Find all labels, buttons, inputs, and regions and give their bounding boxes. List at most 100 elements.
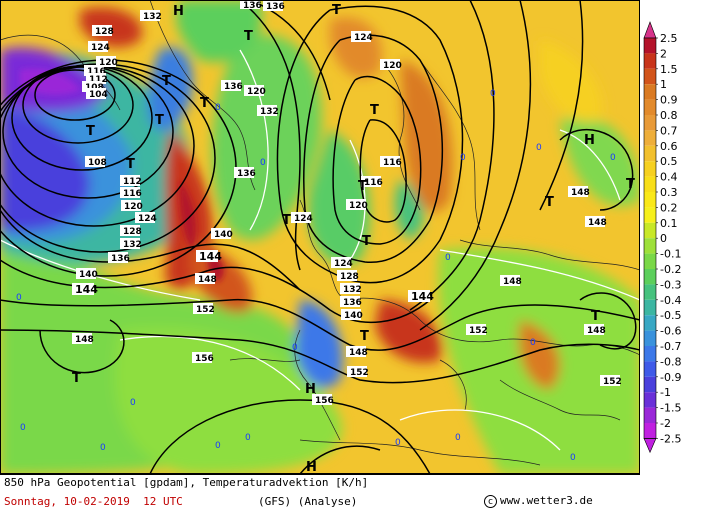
legend-label: 0.2 bbox=[660, 201, 678, 214]
contour-label: 124 bbox=[138, 214, 157, 224]
svg-text:0: 0 bbox=[16, 293, 22, 303]
low-center-marker: T bbox=[626, 177, 635, 192]
contour-label: 148 bbox=[571, 188, 590, 198]
copyright-icon: c bbox=[484, 494, 497, 508]
contour-labels: 132 128 124 120 116 112 108 104 108 112 … bbox=[72, 0, 622, 406]
legend-label: 0 bbox=[660, 232, 667, 245]
low-center-marker: T bbox=[332, 3, 341, 18]
contour-label: 152 bbox=[350, 368, 369, 378]
map-datetime: Sonntag, 10-02-2019 12 UTC bbox=[4, 495, 183, 508]
legend-swatch bbox=[644, 238, 656, 254]
contour-label: 136 bbox=[237, 169, 256, 179]
legend-swatch bbox=[644, 145, 656, 162]
contour-label: 112 bbox=[89, 75, 108, 85]
low-center-marker: T bbox=[545, 195, 554, 210]
weather-map: 132 128 124 120 116 112 108 104 108 112 … bbox=[0, 0, 640, 474]
contour-label: 148 bbox=[503, 277, 522, 287]
contour-label: 148 bbox=[588, 218, 607, 228]
contour-label: 120 bbox=[349, 201, 368, 211]
legend-label: 0.3 bbox=[660, 186, 678, 199]
legend-label: 1 bbox=[660, 78, 667, 91]
low-center-marker: T bbox=[282, 213, 291, 228]
contour-label: 144 bbox=[199, 250, 222, 263]
legend-swatch bbox=[644, 53, 656, 69]
legend-label: -0.1 bbox=[660, 248, 681, 261]
legend-label: -0.2 bbox=[660, 263, 681, 276]
legend-swatch bbox=[644, 130, 656, 146]
contour-label: 144 bbox=[411, 290, 434, 303]
contour-label: 112 bbox=[123, 177, 142, 187]
contour-label: 116 bbox=[364, 178, 383, 188]
legend-label: -0.7 bbox=[660, 340, 681, 353]
legend-label: -1.5 bbox=[660, 402, 681, 415]
contour-label: 152 bbox=[603, 377, 622, 387]
zero-value-labels: 0 0 0 0 0 0 0 0 0 0 0 0 0 0 0 0 0 0 bbox=[16, 89, 616, 463]
contour-label: 140 bbox=[214, 230, 233, 240]
svg-text:0: 0 bbox=[100, 443, 106, 453]
legend-label: 0.5 bbox=[660, 155, 678, 168]
svg-text:0: 0 bbox=[530, 338, 536, 348]
legend-label: -2 bbox=[660, 417, 671, 430]
low-center-marker: T bbox=[162, 74, 171, 89]
contour-label: 132 bbox=[123, 240, 142, 250]
legend-swatch bbox=[644, 361, 656, 377]
legend-swatch bbox=[644, 407, 656, 423]
copyright-text: www.wetter3.de bbox=[500, 494, 593, 507]
contour-label: 120 bbox=[124, 202, 143, 212]
high-center-marker: H bbox=[584, 133, 595, 148]
legend-label: -0.9 bbox=[660, 371, 681, 384]
svg-text:0: 0 bbox=[260, 158, 266, 168]
legend-label: 0.8 bbox=[660, 109, 678, 122]
contour-label: 156 bbox=[315, 396, 334, 406]
legend-label: 2 bbox=[660, 47, 667, 60]
low-center-marker: T bbox=[155, 113, 164, 128]
contour-label: 128 bbox=[340, 272, 359, 282]
contour-label: 124 bbox=[334, 259, 353, 269]
legend-label: -0.6 bbox=[660, 325, 681, 338]
legend-swatch bbox=[644, 299, 656, 316]
legend-swatch bbox=[644, 68, 656, 85]
legend-label: -0.4 bbox=[660, 294, 681, 307]
low-center-marker: T bbox=[126, 157, 135, 172]
contour-label: 116 bbox=[87, 67, 106, 77]
contour-label: 120 bbox=[247, 87, 266, 97]
legend-arrow-top bbox=[643, 21, 657, 39]
legend-swatch bbox=[644, 253, 656, 269]
svg-text:0: 0 bbox=[490, 89, 496, 99]
svg-text:0: 0 bbox=[460, 153, 466, 163]
svg-text:0: 0 bbox=[455, 433, 461, 443]
legend-label: 0.4 bbox=[660, 171, 678, 184]
legend-label: -0.3 bbox=[660, 278, 681, 291]
legend-label: -0.5 bbox=[660, 309, 681, 322]
legend-swatch bbox=[644, 330, 656, 346]
contour-label: 152 bbox=[196, 305, 215, 315]
low-center-marker: T bbox=[362, 234, 371, 249]
legend-swatch bbox=[644, 284, 656, 300]
legend-label: 2.5 bbox=[660, 32, 678, 45]
contour-label: 132 bbox=[143, 12, 162, 22]
contour-label: 152 bbox=[469, 326, 488, 336]
svg-text:0: 0 bbox=[292, 343, 298, 353]
legend-swatch bbox=[644, 207, 656, 223]
pressure-centers: T T T T T T T T T T T T T T T T H H H H … bbox=[72, 3, 635, 474]
svg-text:0: 0 bbox=[570, 453, 576, 463]
color-legend: 2.5 2 1.5 1 0.9 0.8 0.7 0.6 0.5 0.4 0.3 0.2 0.1 0 -0.1… bbox=[643, 21, 681, 454]
legend-swatch bbox=[644, 423, 656, 439]
low-center-marker: T bbox=[358, 179, 367, 194]
legend-label: 0.7 bbox=[660, 124, 678, 137]
contour-label: 116 bbox=[123, 189, 142, 199]
contour-label: 120 bbox=[383, 61, 402, 71]
contour-label: 140 bbox=[344, 311, 363, 321]
contour-label: 136 bbox=[243, 1, 262, 11]
svg-text:0: 0 bbox=[215, 103, 221, 113]
map-title: 850 hPa Geopotential [gpdam], Temperatur… bbox=[4, 476, 369, 489]
contour-label: 108 bbox=[88, 158, 107, 168]
contour-label: 124 bbox=[354, 33, 373, 43]
map-footer: 850 hPa Geopotential [gpdam], Temperatur… bbox=[0, 474, 640, 513]
legend-swatch bbox=[644, 38, 656, 54]
contour-label: 124 bbox=[91, 43, 110, 53]
advection-field bbox=[0, 0, 640, 474]
contour-label: 132 bbox=[343, 285, 362, 295]
legend-swatch bbox=[644, 315, 656, 331]
contour-label: 128 bbox=[95, 27, 114, 37]
